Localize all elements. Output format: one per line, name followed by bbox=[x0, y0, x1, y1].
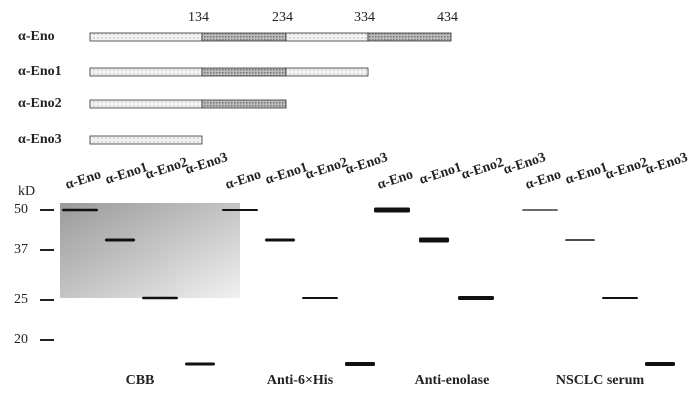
lane-label: α-Eno bbox=[376, 167, 415, 193]
figure: kD 134234334434α-Enoα-Eno1α-Eno2α-Eno350… bbox=[0, 0, 695, 393]
construct-segment bbox=[202, 33, 286, 41]
band bbox=[602, 297, 638, 299]
construct-segment bbox=[202, 100, 286, 108]
lane-label: α-Eno bbox=[224, 167, 263, 193]
construct-segment bbox=[90, 68, 202, 76]
lane-label: α-Eno3 bbox=[344, 150, 390, 178]
band bbox=[522, 209, 558, 210]
marker-label: 37 bbox=[14, 242, 28, 257]
panel-label: CBB bbox=[126, 373, 155, 388]
construct-segment bbox=[368, 33, 451, 41]
marker-label: 50 bbox=[14, 202, 28, 217]
construct-segment bbox=[90, 100, 202, 108]
lane-label: α-Eno2 bbox=[460, 155, 506, 183]
panel-label: Anti-6×His bbox=[267, 373, 334, 388]
construct-label: α-Eno bbox=[18, 29, 55, 44]
band bbox=[142, 297, 178, 300]
band bbox=[185, 363, 215, 366]
lane-label: α-Eno1 bbox=[104, 160, 150, 188]
lane-label: α-Eno bbox=[524, 167, 563, 193]
marker-label: 20 bbox=[14, 332, 28, 347]
lane-label: α-Eno2 bbox=[304, 155, 350, 183]
position-label: 234 bbox=[272, 10, 293, 25]
lane-label: α-Eno2 bbox=[604, 155, 650, 183]
construct-segment bbox=[202, 68, 286, 76]
band bbox=[645, 362, 675, 366]
lane-label: α-Eno1 bbox=[564, 160, 610, 188]
construct-segment bbox=[286, 33, 368, 41]
construct-label: α-Eno2 bbox=[18, 96, 62, 111]
band bbox=[265, 239, 295, 242]
band bbox=[222, 209, 258, 211]
lane-label: α-Eno2 bbox=[144, 155, 190, 183]
construct-segment bbox=[90, 33, 202, 41]
construct-label: α-Eno3 bbox=[18, 132, 62, 147]
band bbox=[302, 297, 338, 299]
lane-label: α-Eno1 bbox=[418, 160, 464, 188]
cbb-stain bbox=[60, 203, 240, 298]
lane-label: α-Eno3 bbox=[184, 150, 230, 178]
panel-label: NSCLC serum bbox=[556, 373, 645, 388]
band bbox=[62, 209, 98, 212]
position-label: 134 bbox=[188, 10, 209, 25]
position-label: 434 bbox=[437, 10, 458, 25]
position-label: 334 bbox=[354, 10, 375, 25]
band bbox=[374, 208, 410, 213]
lane-label: α-Eno1 bbox=[264, 160, 310, 188]
band bbox=[345, 362, 375, 366]
band bbox=[105, 239, 135, 242]
band bbox=[565, 239, 595, 241]
lane-label: α-Eno3 bbox=[644, 150, 690, 178]
band bbox=[458, 296, 494, 300]
construct-segment bbox=[286, 68, 368, 76]
unit-label: kD bbox=[18, 184, 35, 199]
marker-label: 25 bbox=[14, 292, 28, 307]
band bbox=[419, 238, 449, 243]
construct-label: α-Eno1 bbox=[18, 64, 62, 79]
lane-label: α-Eno bbox=[64, 167, 103, 193]
construct-segment bbox=[90, 136, 202, 144]
panel-label: Anti-enolase bbox=[415, 373, 490, 388]
